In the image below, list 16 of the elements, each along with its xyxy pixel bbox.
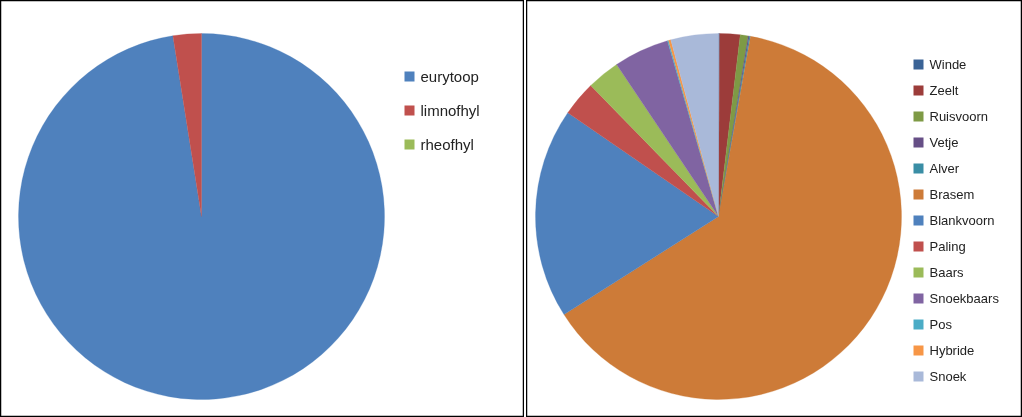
legend-label: Paling — [929, 239, 966, 254]
legend-label: Brasem — [929, 187, 975, 202]
legend-label: rheofhyl — [420, 136, 474, 153]
legend-label: Zeelt — [929, 83, 959, 98]
legend-label: Vetje — [929, 135, 959, 150]
legend-label: Hybride — [929, 343, 975, 358]
legend-label: Alver — [929, 161, 960, 176]
legend-label: Winde — [929, 57, 967, 72]
legend-label: Snoek — [929, 369, 967, 384]
legend-label: Baars — [929, 265, 964, 280]
legend-label: Pos — [929, 317, 953, 332]
legend-label: eurytoop — [420, 68, 479, 85]
legend-label: Ruisvoorn — [929, 109, 989, 124]
legend-label: limnofhyl — [420, 102, 480, 119]
legend-label: Snoekbaars — [929, 291, 1000, 306]
legend-label: Blankvoorn — [929, 213, 995, 228]
